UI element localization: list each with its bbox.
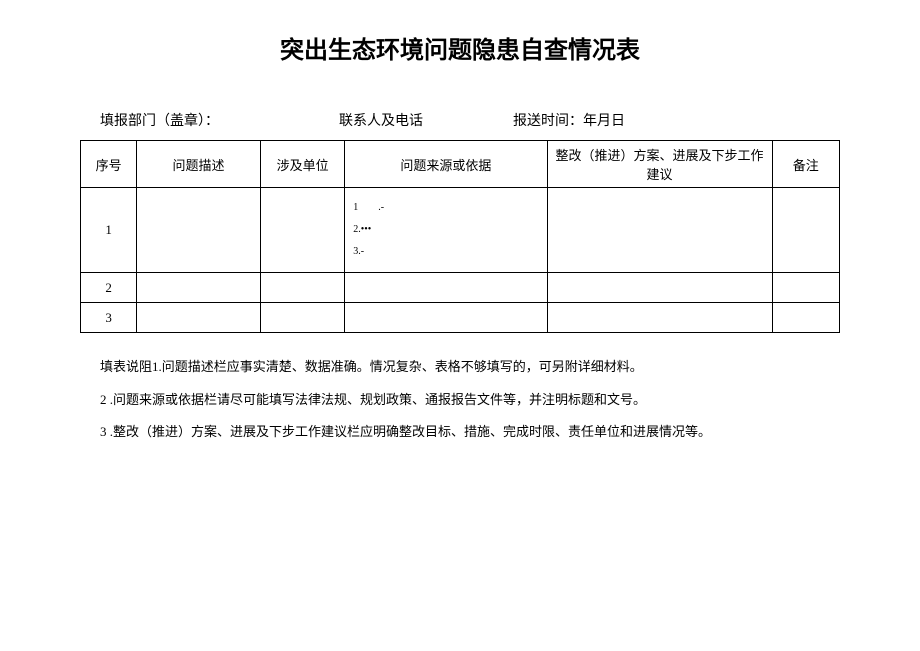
cell-source: 1 .- 2.••• 3.- (345, 188, 547, 273)
date-label: 报送时间：年月日 (513, 110, 625, 130)
note-line: 2 .问题来源或依据栏请尽可能填写法律法规、规划政策、通报报告文件等，并注明标题… (100, 386, 840, 415)
department-label: 填报部门（盖章）： (100, 110, 219, 130)
notes-section: 填表说阻1.问题描述栏应事实清楚、数据准确。情况复杂、表格不够填写的，可另附详细… (80, 353, 840, 447)
table-row: 3 (81, 303, 840, 333)
info-row: 填报部门（盖章）： 联系人及电话 报送时间：年月日 (80, 110, 840, 130)
cell-remark (772, 303, 840, 333)
table-row: 2 (81, 273, 840, 303)
cell-remark (772, 273, 840, 303)
table-header-row: 序号 问题描述 涉及单位 问题来源或依据 整改（推进）方案、进展及下步工作建议 … (81, 141, 840, 188)
cell-source (345, 303, 547, 333)
note-line: 3 .整改（推进）方案、进展及下步工作建议栏应明确整改目标、措施、完成时限、责任… (100, 418, 840, 447)
header-unit: 涉及单位 (260, 141, 344, 188)
header-seq: 序号 (81, 141, 137, 188)
cell-desc (137, 188, 261, 273)
cell-seq: 2 (81, 273, 137, 303)
source-line: 1 .- (353, 197, 544, 219)
cell-plan (547, 303, 772, 333)
cell-plan (547, 188, 772, 273)
note-line: 填表说阻1.问题描述栏应事实清楚、数据准确。情况复杂、表格不够填写的，可另附详细… (100, 353, 840, 382)
cell-remark (772, 188, 840, 273)
source-line: 3.- (353, 241, 544, 263)
cell-plan (547, 273, 772, 303)
cell-unit (260, 303, 344, 333)
cell-seq: 1 (81, 188, 137, 273)
cell-unit (260, 188, 344, 273)
cell-source (345, 273, 547, 303)
cell-seq: 3 (81, 303, 137, 333)
header-source: 问题来源或依据 (345, 141, 547, 188)
header-remark: 备注 (772, 141, 840, 188)
header-plan: 整改（推进）方案、进展及下步工作建议 (547, 141, 772, 188)
contact-label: 联系人及电话 (339, 110, 423, 130)
cell-desc (137, 273, 261, 303)
source-line: 2.••• (353, 219, 544, 241)
page-title: 突出生态环境问题隐患自查情况表 (80, 30, 840, 65)
cell-desc (137, 303, 261, 333)
inspection-table: 序号 问题描述 涉及单位 问题来源或依据 整改（推进）方案、进展及下步工作建议 … (80, 140, 840, 333)
table-row: 1 1 .- 2.••• 3.- (81, 188, 840, 273)
cell-unit (260, 273, 344, 303)
header-desc: 问题描述 (137, 141, 261, 188)
